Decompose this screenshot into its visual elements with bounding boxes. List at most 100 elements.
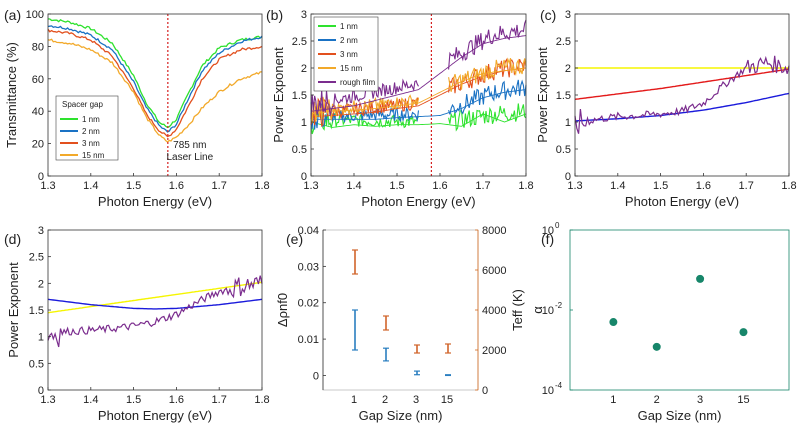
y-tick-label: 2.5 <box>292 36 307 48</box>
y-tick-label: 0.03 <box>298 261 319 273</box>
y-tick-label: 1.5 <box>556 90 571 102</box>
y-axis-label: Power Exponent <box>6 262 21 358</box>
y-tick-label: 1 <box>301 117 307 129</box>
series-line-fit-2 <box>574 68 790 100</box>
x-axis-label: Photon Energy (eV) <box>98 408 212 423</box>
x-tick-label: 1.5 <box>126 394 141 406</box>
series-line-3-nm <box>47 28 263 138</box>
y-tick-label: 2 <box>301 63 307 75</box>
panel-e-gap-errorbars: 0 0.01 0.02 0.03 0.04 0 2000 4000 6000 8000 1 2 3 15 G… <box>275 225 525 423</box>
y-tick-label: 0 <box>313 370 319 382</box>
series-line-fit-2 <box>47 298 263 310</box>
y-tick-label: 0 <box>565 171 571 183</box>
x-tick-label: 2 <box>654 394 660 406</box>
x-tick-label: 1.4 <box>83 394 98 406</box>
y-tick-exponent: 0 <box>555 221 560 230</box>
panel-d-power-exponent-fit: 1.3 1.4 1.5 1.6 1.7 1.8 0 0.5 1 1.5 2 2.5 3 Photon En… <box>4 225 270 423</box>
laser-annotation-1: 785 nm <box>173 140 206 151</box>
x-tick-label: 1.8 <box>781 180 796 192</box>
x-tick-label: 1.3 <box>40 394 55 406</box>
x-tick-label: 1.7 <box>212 180 227 192</box>
x-tick-label: 1.5 <box>126 180 141 192</box>
x-axis-label: Photon Energy (eV) <box>361 194 475 209</box>
y-tick-label: 1.5 <box>292 90 307 102</box>
x-tick-label: 1.6 <box>696 180 711 192</box>
series-line-15-nm <box>47 38 262 143</box>
y-tick-label: 2.5 <box>29 252 44 264</box>
y-tick-label: 0.01 <box>298 334 319 346</box>
x-axis-label: Photon Energy (eV) <box>625 194 739 209</box>
panel-label: (b) <box>266 7 283 23</box>
y-tick-label: 60 <box>32 74 44 86</box>
series-line-data <box>574 55 790 134</box>
x-axis-label: Gap Size (nm) <box>638 408 722 423</box>
legend-title: Spacer gap <box>62 100 103 109</box>
y-tick-label: 0.5 <box>29 358 44 370</box>
x-tick-label: 1.7 <box>739 180 754 192</box>
plot-frame <box>47 229 263 391</box>
x-tick-label: 1.7 <box>212 394 227 406</box>
panel-label: (d) <box>4 231 21 247</box>
y-tick-label-right: 6000 <box>482 265 506 277</box>
x-tick-label: 1.4 <box>610 180 625 192</box>
series-line-2-nm <box>47 25 263 133</box>
x-tick-label: 1.8 <box>254 180 269 192</box>
x-tick-label: 1.8 <box>518 180 533 192</box>
x-tick-label: 1 <box>610 394 616 406</box>
scatter-point <box>609 318 618 327</box>
y-tick-label: 3 <box>301 9 307 21</box>
scatter-point <box>739 328 748 337</box>
series-line-data <box>47 275 263 348</box>
y-tick-label: 0 <box>38 171 44 183</box>
series-line-rough-film-hi <box>448 19 527 70</box>
legend-label: 1 nm <box>82 115 100 124</box>
x-tick-label: 1.8 <box>254 394 269 406</box>
panel-c-power-exponent-fit: 1.3 1.4 1.5 1.6 1.7 1.8 0 0.5 1 1.5 2 2.5 3 Photon En… <box>535 7 797 209</box>
x-axis-label: Photon Energy (eV) <box>98 194 212 209</box>
y-tick-label-right: 4000 <box>482 305 506 317</box>
scatter-point <box>652 342 661 351</box>
x-tick-label: 1.3 <box>567 180 582 192</box>
y-tick-label: 0.02 <box>298 298 319 310</box>
legend-label: 2 nm <box>82 127 100 136</box>
y-tick-label: 10 <box>542 385 554 397</box>
x-tick-label: 1.3 <box>303 180 318 192</box>
y-tick-label: 0.04 <box>298 225 319 237</box>
y-tick-label: 10 <box>542 225 554 237</box>
y-tick-label: 1 <box>38 332 44 344</box>
y-tick-label: 3 <box>565 9 571 21</box>
x-tick-label: 3 <box>413 394 419 406</box>
x-tick-label: 1.3 <box>40 180 55 192</box>
panel-label: (e) <box>286 231 303 247</box>
x-tick-label: 1.4 <box>346 180 361 192</box>
series-line-2-nm-hi <box>448 79 527 115</box>
series-line-fit-1 <box>47 281 263 314</box>
series-line-1-nm <box>310 113 527 128</box>
y-tick-label-right: 0 <box>482 385 488 397</box>
y-axis-label: Δρnf0 <box>275 293 290 327</box>
y-tick-label: 100 <box>26 9 44 21</box>
legend-label: 15 nm <box>340 64 363 73</box>
legend-label: 15 nm <box>82 151 105 160</box>
y-tick-label: 1 <box>565 117 571 129</box>
panel-b-power-exponent: 1 nm 2 nm 3 nm 15 nm rough film 1.3 1.4 1.5 1.6 1… <box>266 7 534 209</box>
series-line-3-nm <box>310 67 527 118</box>
y-tick-label: 0 <box>38 385 44 397</box>
scatter-point <box>696 274 705 283</box>
y-axis-label: Power Exponent <box>271 47 286 143</box>
y-tick-label: 0 <box>301 171 307 183</box>
x-tick-label: 15 <box>441 394 453 406</box>
legend-label: 2 nm <box>340 36 358 45</box>
legend-label: 1 nm <box>340 22 358 31</box>
y-tick-label: 10 <box>542 305 554 317</box>
series-line-fit-3 <box>574 92 790 122</box>
x-tick-label: 1.4 <box>83 180 98 192</box>
y-tick-label-right: 8000 <box>482 225 506 237</box>
y-tick-label-right: 2000 <box>482 345 506 357</box>
y-axis-label: Transmittance (%) <box>4 42 19 148</box>
y-tick-label: 40 <box>32 106 44 118</box>
plot-frame <box>322 229 479 391</box>
